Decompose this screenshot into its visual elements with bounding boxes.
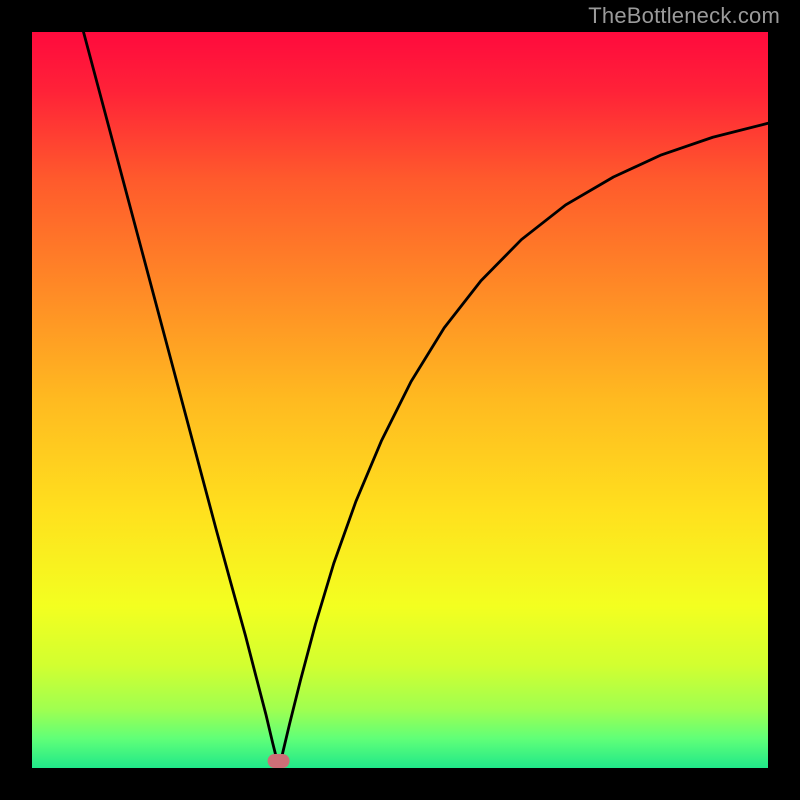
chart-plot-background (32, 32, 768, 768)
chart-container: TheBottleneck.com (0, 0, 800, 800)
bottleneck-curve-chart (0, 0, 800, 800)
minimum-marker (268, 754, 290, 768)
